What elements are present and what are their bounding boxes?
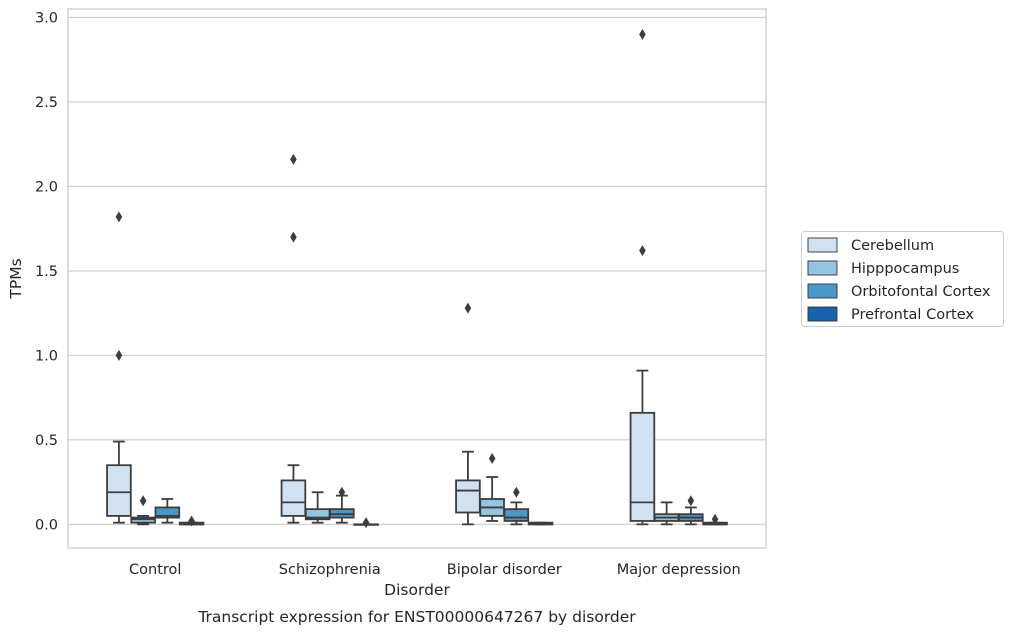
legend-frame xyxy=(801,231,1004,327)
box-body xyxy=(280,479,307,517)
box xyxy=(629,28,656,526)
box xyxy=(130,495,156,526)
y-tick-label: 0.0 xyxy=(35,517,58,533)
y-tick-label: 0.5 xyxy=(35,433,58,449)
box xyxy=(527,521,554,526)
outlier-point xyxy=(711,513,719,525)
outlier-point xyxy=(464,302,472,314)
box xyxy=(178,515,205,527)
box-body xyxy=(455,479,481,514)
outlier-point xyxy=(139,495,147,507)
legend-label: Cerebellum xyxy=(851,238,934,254)
y-tick-label: 3.0 xyxy=(35,10,58,26)
legend-swatch xyxy=(807,283,838,299)
outlier-point xyxy=(488,452,496,464)
plot-frame xyxy=(67,8,767,549)
outlier-point xyxy=(115,349,123,361)
outlier-point xyxy=(513,486,520,498)
box-group xyxy=(106,28,728,529)
legend-label: Prefrontal Cortex xyxy=(851,307,974,323)
legend-label: Orbitofontal Cortex xyxy=(851,284,991,300)
y-axis-ticks: 0.0 0.5 1.0 1.5 2.0 2.5 3.0 xyxy=(35,10,58,533)
x-axis-label: Disorder xyxy=(384,581,450,599)
outlier-point xyxy=(639,28,646,40)
outlier-point xyxy=(115,211,123,223)
box xyxy=(479,452,505,522)
y-tick-label: 2.5 xyxy=(35,95,58,111)
outlier-point xyxy=(362,517,370,529)
outlier-point xyxy=(338,486,346,498)
y-tick-label: 1.5 xyxy=(35,264,58,280)
box-body xyxy=(154,506,181,519)
outlier-point xyxy=(639,245,646,257)
outlier-point xyxy=(188,515,195,527)
legend-swatch xyxy=(807,237,838,253)
box xyxy=(353,517,379,529)
y-tick-label: 1.0 xyxy=(35,348,58,364)
box xyxy=(702,513,728,526)
legend-swatch xyxy=(807,306,838,322)
chart-caption: Transcript expression for ENST0000064726… xyxy=(197,608,636,626)
box-body xyxy=(629,411,656,522)
x-tick-label: Control xyxy=(129,562,181,578)
box xyxy=(503,486,530,526)
x-tick-label: Major depression xyxy=(617,562,741,578)
x-tick-label: Bipolar disorder xyxy=(447,562,562,578)
outlier-point xyxy=(290,231,297,243)
box xyxy=(280,153,307,524)
y-tick-label: 2.0 xyxy=(35,179,58,195)
legend: Cerebellum Hipppocampus Orbitofontal Corte… xyxy=(801,231,1004,327)
outlier-point xyxy=(290,153,297,165)
box xyxy=(154,498,181,524)
box xyxy=(455,302,481,526)
box-body xyxy=(503,508,530,522)
box-body xyxy=(106,464,132,517)
y-axis-label: TPMs xyxy=(7,258,25,299)
box xyxy=(106,211,132,524)
x-axis-ticks: Control Schizophrenia Bipolar disorder Majo… xyxy=(129,562,741,578)
outlier-point xyxy=(687,495,695,507)
box xyxy=(678,495,704,526)
legend-label: Hipppocampus xyxy=(851,261,959,277)
box xyxy=(329,486,355,524)
legend-swatch xyxy=(807,260,838,276)
x-tick-label: Schizophrenia xyxy=(279,562,381,578)
